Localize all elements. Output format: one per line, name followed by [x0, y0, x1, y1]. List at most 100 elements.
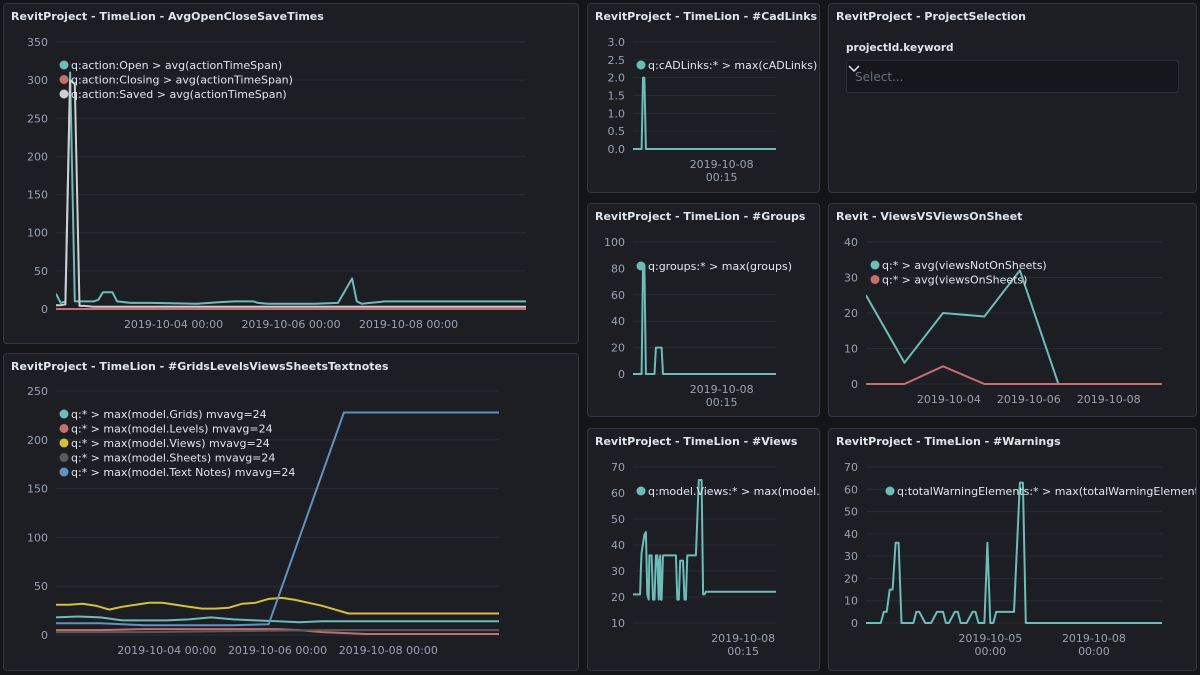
panel-views-vs-views-on-sheet: Revit - ViewsVSViewsOnSheet 0 10 20 30 40 201… [828, 203, 1197, 417]
series-line-q-avg-viewsnotonsheets [866, 269, 1162, 385]
series-line-q-cadlinks-max-cadlinks [633, 76, 776, 150]
panel-grids-levels-views: RevitProject - TimeLion - #GridsLevelsVi… [3, 353, 579, 671]
legend-swatch [59, 453, 69, 462]
legend-swatch [636, 486, 646, 496]
y-tick-label: 1.5 [608, 90, 626, 103]
series-line-q-max-model-sheets-mvavg-24 [56, 629, 499, 634]
chart-avg-open-close-save: 0 50 100 150 200 250 300 350 2019-10-04 00:00 201… [27, 36, 526, 331]
panel-title: RevitProject - TimeLion - #CadLinks [595, 10, 818, 23]
x-tick-label: 2019-10-08 [690, 158, 754, 171]
y-tick-label: 100 [27, 531, 48, 544]
y-tick-label: 0.5 [608, 125, 626, 138]
y-tick-label: 2.5 [608, 54, 626, 67]
y-tick-label: 300 [27, 74, 48, 87]
legend-label: q:* > max(model.Views) mvavg=24 [71, 437, 270, 450]
x-tick-label: 2019-10-04 00:00 [124, 318, 223, 331]
y-tick-label: 80 [611, 262, 625, 275]
legend-label: q:* > avg(viewsOnSheets) [882, 274, 1027, 287]
y-tick-label: 20 [611, 591, 625, 604]
chevron-down-icon [848, 65, 860, 73]
legend-label: q:model.Views:* > max(model.Views) [648, 485, 820, 498]
x-tick-label: 00:00 [974, 645, 1006, 658]
y-tick-label: 60 [611, 289, 625, 302]
y-tick-label: 0 [851, 378, 858, 391]
x-tick-label: 2019-10-08 00:00 [359, 318, 458, 331]
panel-title: Revit - ViewsVSViewsOnSheet [836, 210, 1023, 223]
legend-label: q:action:Saved > avg(actionTimeSpan) [71, 88, 287, 101]
x-tick-label: 2019-10-06 00:00 [241, 318, 340, 331]
legend-label: q:cADLinks:* > max(cADLinks) [648, 59, 817, 72]
x-tick-label: 2019-10-08 00:00 [339, 644, 438, 657]
x-tick-label: 00:15 [706, 171, 738, 184]
y-tick-label: 20 [844, 307, 858, 320]
project-id-label: projectId.keyword [846, 42, 954, 54]
y-tick-label: 40 [844, 528, 858, 541]
y-tick-label: 30 [844, 550, 858, 563]
y-tick-label: 0 [41, 629, 48, 642]
x-tick-label: 2019-10-06 [997, 393, 1061, 406]
panel-title: RevitProject - ProjectSelection [836, 10, 1027, 23]
x-tick-label: 2019-10-08 [711, 632, 775, 645]
x-tick-label: 2019-10-06 00:00 [228, 644, 327, 657]
y-tick-label: 40 [611, 315, 625, 328]
panel-warnings: RevitProject - TimeLion - #Warnings 0 10 2… [828, 428, 1197, 671]
legend-swatch [885, 486, 895, 496]
x-tick-label: 2019-10-04 [917, 393, 981, 406]
legend-swatch [636, 261, 646, 271]
y-tick-label: 100 [27, 227, 48, 240]
legend-swatch [59, 89, 69, 99]
x-tick-label: 2019-10-08 [1077, 393, 1141, 406]
legend-label: q:* > max(model.Grids) mvavg=24 [71, 408, 267, 421]
y-tick-label: 50 [34, 265, 48, 278]
panel-title: RevitProject - TimeLion - #GridsLevelsVi… [11, 360, 389, 373]
y-tick-label: 10 [844, 595, 858, 608]
series-line-q-action-open-avg-actiontimespan [56, 71, 526, 305]
x-tick-label: 00:15 [727, 645, 759, 658]
x-tick-label: 2019-10-08 [690, 383, 754, 396]
legend-swatch [870, 260, 880, 270]
y-tick-label: 10 [844, 343, 858, 356]
y-tick-label: 3.0 [608, 36, 626, 49]
y-tick-label: 70 [844, 461, 858, 474]
series-line-q-groups-max-groups [633, 264, 776, 375]
panel-title: RevitProject - TimeLion - #Warnings [836, 435, 1061, 448]
y-tick-label: 250 [27, 112, 48, 125]
chart-grids-levels-views: 0 50 100 150 200 250 2019-10-04 00:00 2019-10-0… [27, 385, 499, 657]
panel-avg-open-close-save: RevitProject - TimeLion - AvgOpenCloseSa… [3, 3, 579, 344]
legend-label: q:* > avg(viewsNotOnSheets) [882, 259, 1047, 272]
legend-swatch [59, 424, 69, 433]
x-tick-label: 2019-10-05 [958, 632, 1022, 645]
series-line-q-max-model-text-notes-mvavg-24 [56, 411, 499, 627]
y-tick-label: 10 [611, 617, 625, 630]
y-tick-label: 1.0 [608, 107, 626, 120]
y-tick-label: 60 [611, 487, 625, 500]
legend-label: q:* > max(model.Text Notes) mvavg=24 [71, 466, 295, 479]
y-tick-label: 250 [27, 385, 48, 398]
legend-swatch [59, 75, 69, 84]
legend-swatch [59, 467, 69, 477]
y-tick-label: 350 [27, 36, 48, 49]
y-tick-label: 200 [27, 434, 48, 447]
project-id-select[interactable]: Select... [846, 60, 1179, 93]
x-tick-label: 00:00 [1078, 645, 1110, 658]
x-tick-label: 2019-10-08 [1062, 632, 1126, 645]
y-tick-label: 100 [604, 236, 625, 249]
legend-swatch [636, 60, 646, 70]
chart-views-vs-views-on-sheet: 0 10 20 30 40 2019-10-04 2019-10-06 2019-10-08 q… [844, 236, 1162, 406]
x-tick-label: 00:15 [706, 396, 738, 409]
panel-cad-links: RevitProject - TimeLion - #CadLinks 0.0 0… [587, 3, 820, 193]
legend-label: q:action:Closing > avg(actionTimeSpan) [71, 74, 293, 87]
legend-label: q:groups:* > max(groups) [648, 260, 792, 273]
x-tick-label: 2019-10-04 00:00 [117, 644, 216, 657]
y-tick-label: 40 [611, 539, 625, 552]
series-line-q-action-saved-avg-actiontimespan [56, 79, 526, 308]
y-tick-label: 60 [844, 483, 858, 496]
legend-label: q:* > max(model.Sheets) mvavg=24 [71, 452, 275, 465]
legend-swatch [59, 438, 69, 448]
y-tick-label: 200 [27, 150, 48, 163]
y-tick-label: 40 [844, 236, 858, 249]
y-tick-label: 20 [844, 572, 858, 585]
y-tick-label: 50 [34, 580, 48, 593]
